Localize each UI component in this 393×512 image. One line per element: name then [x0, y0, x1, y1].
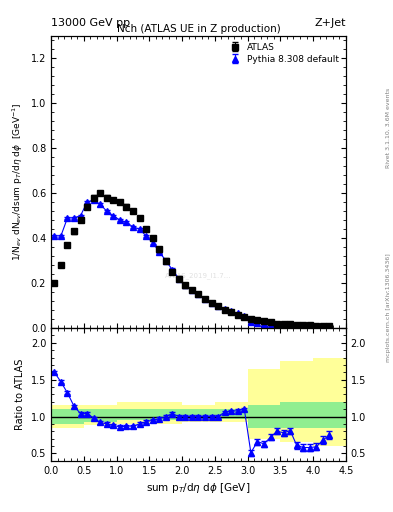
- X-axis label: sum p$_T$/d$\eta$ d$\phi$ [GeV]: sum p$_T$/d$\eta$ d$\phi$ [GeV]: [146, 481, 251, 495]
- Text: Rivet 3.1.10, 3.6M events: Rivet 3.1.10, 3.6M events: [386, 88, 391, 168]
- Text: mcplots.cern.ch [arXiv:1306.3436]: mcplots.cern.ch [arXiv:1306.3436]: [386, 253, 391, 361]
- Title: Nch (ATLAS UE in Z production): Nch (ATLAS UE in Z production): [117, 24, 280, 34]
- Text: 13000 GeV pp: 13000 GeV pp: [51, 18, 130, 28]
- Text: Z+Jet: Z+Jet: [314, 18, 346, 28]
- Y-axis label: 1/N$_{ev}$ dN$_{ev}$/dsum p$_T$/d$\eta$ d$\phi$  [GeV$^{-1}$]: 1/N$_{ev}$ dN$_{ev}$/dsum p$_T$/d$\eta$ …: [11, 102, 25, 261]
- Text: ATLAS_2019_I1.7...: ATLAS_2019_I1.7...: [165, 272, 232, 279]
- Legend: ATLAS, Pythia 8.308 default: ATLAS, Pythia 8.308 default: [226, 40, 342, 67]
- Y-axis label: Ratio to ATLAS: Ratio to ATLAS: [15, 359, 25, 430]
